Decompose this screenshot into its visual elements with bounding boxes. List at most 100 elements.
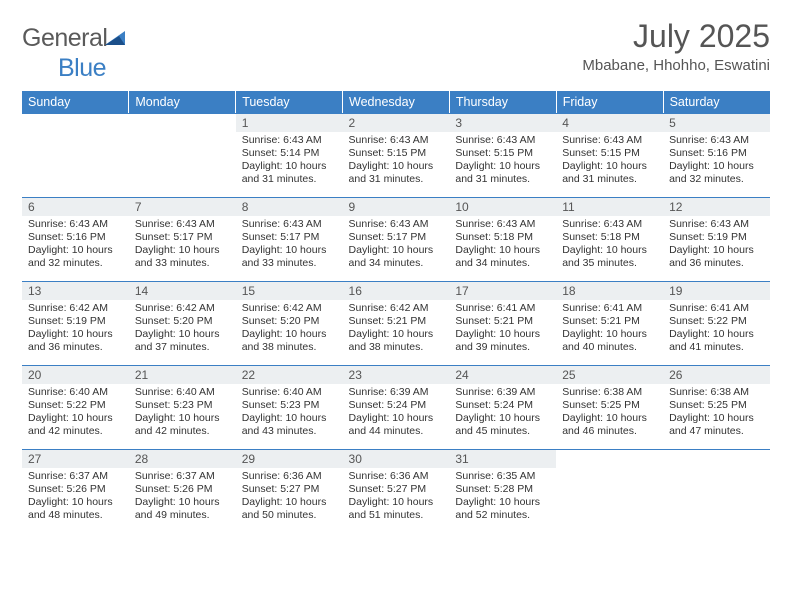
day-number: 26 xyxy=(663,365,770,384)
day-number: 10 xyxy=(449,197,556,216)
calendar-cell: 30Sunrise: 6:36 AMSunset: 5:27 PMDayligh… xyxy=(343,449,450,533)
day-details: Sunrise: 6:36 AMSunset: 5:27 PMDaylight:… xyxy=(236,468,343,529)
day-details: Sunrise: 6:43 AMSunset: 5:17 PMDaylight:… xyxy=(343,216,450,277)
day-number: 7 xyxy=(129,197,236,216)
day-details: Sunrise: 6:35 AMSunset: 5:28 PMDaylight:… xyxy=(449,468,556,529)
day-number: 30 xyxy=(343,449,450,468)
day-details: Sunrise: 6:43 AMSunset: 5:18 PMDaylight:… xyxy=(449,216,556,277)
day-number: 29 xyxy=(236,449,343,468)
day-details: Sunrise: 6:41 AMSunset: 5:21 PMDaylight:… xyxy=(449,300,556,361)
day-number: 1 xyxy=(236,113,343,132)
day-number: 24 xyxy=(449,365,556,384)
calendar-cell: 14Sunrise: 6:42 AMSunset: 5:20 PMDayligh… xyxy=(129,281,236,365)
day-details: Sunrise: 6:39 AMSunset: 5:24 PMDaylight:… xyxy=(449,384,556,445)
day-number: 8 xyxy=(236,197,343,216)
calendar-cell: 28Sunrise: 6:37 AMSunset: 5:26 PMDayligh… xyxy=(129,449,236,533)
day-details: Sunrise: 6:41 AMSunset: 5:22 PMDaylight:… xyxy=(663,300,770,361)
day-number: 6 xyxy=(22,197,129,216)
calendar-cell: 16Sunrise: 6:42 AMSunset: 5:21 PMDayligh… xyxy=(343,281,450,365)
day-number: 13 xyxy=(22,281,129,300)
calendar-cell: 27Sunrise: 6:37 AMSunset: 5:26 PMDayligh… xyxy=(22,449,129,533)
calendar-cell xyxy=(556,449,663,533)
day-number: 19 xyxy=(663,281,770,300)
day-number: 14 xyxy=(129,281,236,300)
location-label: Mbabane, Hhohho, Eswatini xyxy=(582,57,770,74)
calendar-week: 13Sunrise: 6:42 AMSunset: 5:19 PMDayligh… xyxy=(22,281,770,365)
day-details: Sunrise: 6:43 AMSunset: 5:14 PMDaylight:… xyxy=(236,132,343,193)
calendar-cell xyxy=(663,449,770,533)
day-details: Sunrise: 6:43 AMSunset: 5:16 PMDaylight:… xyxy=(22,216,129,277)
day-details: Sunrise: 6:43 AMSunset: 5:15 PMDaylight:… xyxy=(556,132,663,193)
calendar-cell: 19Sunrise: 6:41 AMSunset: 5:22 PMDayligh… xyxy=(663,281,770,365)
calendar-week: 1Sunrise: 6:43 AMSunset: 5:14 PMDaylight… xyxy=(22,113,770,197)
day-header: Wednesday xyxy=(343,91,450,113)
calendar-week: 27Sunrise: 6:37 AMSunset: 5:26 PMDayligh… xyxy=(22,449,770,533)
day-details: Sunrise: 6:43 AMSunset: 5:18 PMDaylight:… xyxy=(556,216,663,277)
calendar-cell: 17Sunrise: 6:41 AMSunset: 5:21 PMDayligh… xyxy=(449,281,556,365)
calendar-cell: 5Sunrise: 6:43 AMSunset: 5:16 PMDaylight… xyxy=(663,113,770,197)
day-number: 28 xyxy=(129,449,236,468)
brand-name: General Blue xyxy=(22,24,127,83)
day-header: Monday xyxy=(129,91,236,113)
day-details: Sunrise: 6:41 AMSunset: 5:21 PMDaylight:… xyxy=(556,300,663,361)
day-number-empty xyxy=(556,449,663,468)
day-details: Sunrise: 6:37 AMSunset: 5:26 PMDaylight:… xyxy=(129,468,236,529)
calendar-cell: 2Sunrise: 6:43 AMSunset: 5:15 PMDaylight… xyxy=(343,113,450,197)
day-number: 5 xyxy=(663,113,770,132)
day-details: Sunrise: 6:38 AMSunset: 5:25 PMDaylight:… xyxy=(663,384,770,445)
day-details: Sunrise: 6:36 AMSunset: 5:27 PMDaylight:… xyxy=(343,468,450,529)
day-details: Sunrise: 6:40 AMSunset: 5:23 PMDaylight:… xyxy=(236,384,343,445)
day-details: Sunrise: 6:37 AMSunset: 5:26 PMDaylight:… xyxy=(22,468,129,529)
day-details: Sunrise: 6:39 AMSunset: 5:24 PMDaylight:… xyxy=(343,384,450,445)
calendar-cell: 24Sunrise: 6:39 AMSunset: 5:24 PMDayligh… xyxy=(449,365,556,449)
day-number: 23 xyxy=(343,365,450,384)
calendar-cell xyxy=(22,113,129,197)
calendar-cell: 25Sunrise: 6:38 AMSunset: 5:25 PMDayligh… xyxy=(556,365,663,449)
logo-triangle-icon xyxy=(105,25,127,54)
calendar-cell: 7Sunrise: 6:43 AMSunset: 5:17 PMDaylight… xyxy=(129,197,236,281)
day-details: Sunrise: 6:42 AMSunset: 5:20 PMDaylight:… xyxy=(236,300,343,361)
day-number: 12 xyxy=(663,197,770,216)
calendar-cell: 29Sunrise: 6:36 AMSunset: 5:27 PMDayligh… xyxy=(236,449,343,533)
day-header: Sunday xyxy=(22,91,129,113)
calendar-cell: 1Sunrise: 6:43 AMSunset: 5:14 PMDaylight… xyxy=(236,113,343,197)
day-number: 20 xyxy=(22,365,129,384)
day-number: 18 xyxy=(556,281,663,300)
calendar-cell: 20Sunrise: 6:40 AMSunset: 5:22 PMDayligh… xyxy=(22,365,129,449)
month-title: July 2025 xyxy=(582,18,770,55)
day-number-empty xyxy=(129,113,236,132)
calendar-cell: 15Sunrise: 6:42 AMSunset: 5:20 PMDayligh… xyxy=(236,281,343,365)
calendar-cell: 3Sunrise: 6:43 AMSunset: 5:15 PMDaylight… xyxy=(449,113,556,197)
day-details: Sunrise: 6:38 AMSunset: 5:25 PMDaylight:… xyxy=(556,384,663,445)
day-number: 4 xyxy=(556,113,663,132)
brand-logo: General Blue xyxy=(22,24,127,83)
calendar-cell: 12Sunrise: 6:43 AMSunset: 5:19 PMDayligh… xyxy=(663,197,770,281)
calendar-cell: 6Sunrise: 6:43 AMSunset: 5:16 PMDaylight… xyxy=(22,197,129,281)
calendar-cell: 11Sunrise: 6:43 AMSunset: 5:18 PMDayligh… xyxy=(556,197,663,281)
calendar-cell: 13Sunrise: 6:42 AMSunset: 5:19 PMDayligh… xyxy=(22,281,129,365)
day-details: Sunrise: 6:40 AMSunset: 5:23 PMDaylight:… xyxy=(129,384,236,445)
day-header: Friday xyxy=(556,91,663,113)
day-details: Sunrise: 6:42 AMSunset: 5:21 PMDaylight:… xyxy=(343,300,450,361)
calendar-cell: 18Sunrise: 6:41 AMSunset: 5:21 PMDayligh… xyxy=(556,281,663,365)
day-number: 25 xyxy=(556,365,663,384)
title-block: July 2025 Mbabane, Hhohho, Eswatini xyxy=(582,18,770,74)
day-number: 31 xyxy=(449,449,556,468)
day-number: 16 xyxy=(343,281,450,300)
calendar-cell: 4Sunrise: 6:43 AMSunset: 5:15 PMDaylight… xyxy=(556,113,663,197)
calendar-cell: 31Sunrise: 6:35 AMSunset: 5:28 PMDayligh… xyxy=(449,449,556,533)
calendar-cell: 9Sunrise: 6:43 AMSunset: 5:17 PMDaylight… xyxy=(343,197,450,281)
calendar-cell: 8Sunrise: 6:43 AMSunset: 5:17 PMDaylight… xyxy=(236,197,343,281)
day-number: 2 xyxy=(343,113,450,132)
day-details: Sunrise: 6:43 AMSunset: 5:15 PMDaylight:… xyxy=(449,132,556,193)
day-details: Sunrise: 6:43 AMSunset: 5:16 PMDaylight:… xyxy=(663,132,770,193)
calendar-cell: 22Sunrise: 6:40 AMSunset: 5:23 PMDayligh… xyxy=(236,365,343,449)
header: General Blue July 2025 Mbabane, Hhohho, … xyxy=(22,18,770,83)
brand-part1: General xyxy=(22,24,107,52)
day-number: 9 xyxy=(343,197,450,216)
calendar-week: 6Sunrise: 6:43 AMSunset: 5:16 PMDaylight… xyxy=(22,197,770,281)
day-number: 3 xyxy=(449,113,556,132)
day-number-empty xyxy=(22,113,129,132)
day-details: Sunrise: 6:40 AMSunset: 5:22 PMDaylight:… xyxy=(22,384,129,445)
day-details: Sunrise: 6:42 AMSunset: 5:20 PMDaylight:… xyxy=(129,300,236,361)
